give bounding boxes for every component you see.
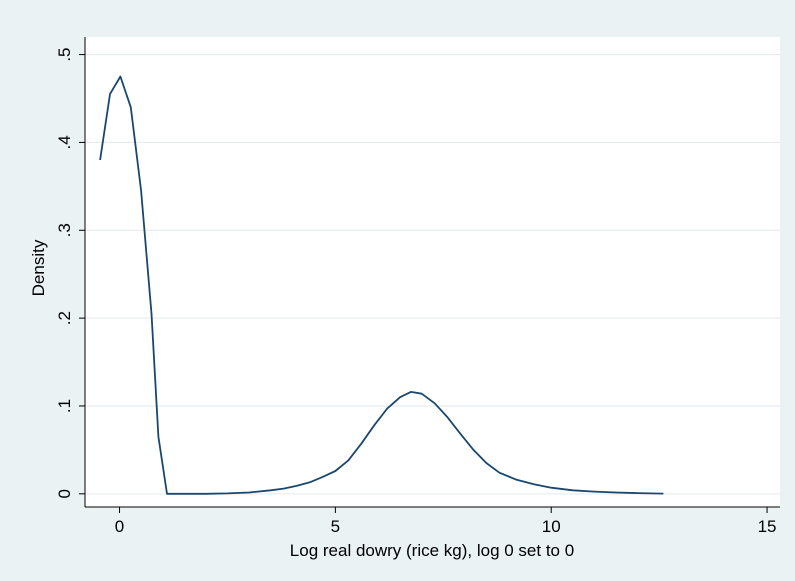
series-layer — [99, 75, 664, 495]
plot-area — [85, 37, 780, 507]
x-tick-label: 15 — [758, 517, 777, 536]
y-axis-title: Density — [29, 239, 48, 296]
x-axis-title: Log real dowry (rice kg), log 0 set to 0 — [290, 541, 574, 560]
y-axis-ticks: 0 .1 .2 .3 .4 .5 — [55, 47, 85, 499]
y-tick-label: .5 — [55, 47, 74, 61]
y-tick-label: .4 — [55, 135, 74, 149]
density-line — [99, 75, 664, 495]
x-axis-ticks: 0 5 10 15 — [115, 507, 777, 536]
gridlines — [85, 54, 780, 495]
x-tick-label: 10 — [542, 517, 561, 536]
y-tick-label: 0 — [55, 489, 74, 498]
y-tick-label: .3 — [55, 223, 74, 237]
y-tick-label: .2 — [55, 311, 74, 325]
x-tick-label: 5 — [331, 517, 340, 536]
x-tick-label: 0 — [115, 517, 124, 536]
y-tick-label: .1 — [55, 399, 74, 413]
